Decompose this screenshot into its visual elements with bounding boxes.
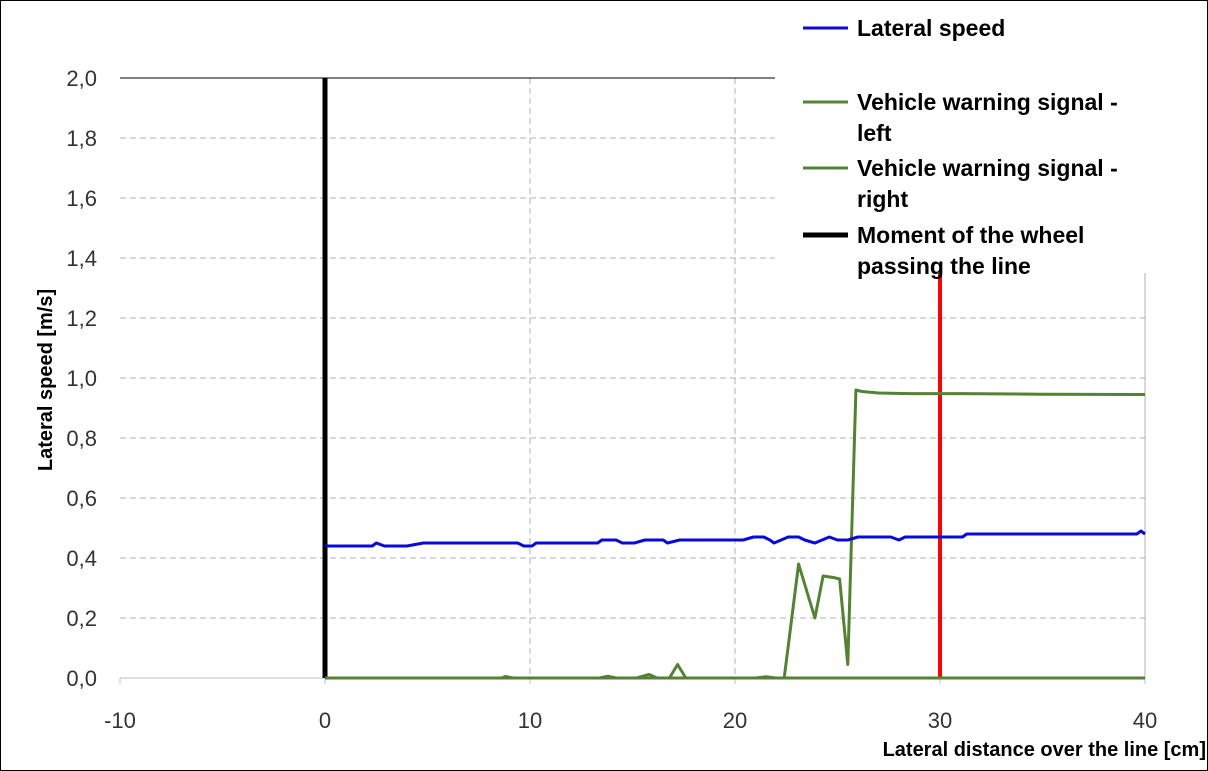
- legend-label: Lateral speed: [857, 15, 1005, 41]
- x-tick-label: 40: [1133, 708, 1157, 733]
- x-tick-label: 10: [518, 708, 542, 733]
- y-tick-label: 0,2: [66, 606, 97, 631]
- x-tick-label: 0: [319, 708, 331, 733]
- series-line-2: [325, 388, 1146, 680]
- x-axis-title: Lateral distance over the line [cm]: [883, 739, 1206, 761]
- y-tick-label: 1,2: [66, 306, 97, 331]
- series-line-1: [325, 529, 1146, 548]
- x-tick-label: 30: [928, 708, 952, 733]
- legend-label: Vehicle warning signal -: [857, 89, 1118, 115]
- tick-labels: 0,0 0,2 0,4 0,6 0,8 1,0 1,2 1,4 1,6 1,8 2,0 -10 0 10 2…: [66, 66, 1157, 733]
- y-tick-label: 0,8: [66, 426, 97, 451]
- legend-label: right: [857, 186, 908, 212]
- legend-label: passing the line: [857, 253, 1031, 279]
- y-tick-label: 2,0: [66, 66, 97, 91]
- legend-label: Vehicle warning signal -: [857, 155, 1118, 181]
- series-lines: [325, 388, 1146, 680]
- y-tick-label: 1,0: [66, 366, 97, 391]
- legend-background: [775, 5, 1205, 273]
- legend-label: Moment of the wheel: [857, 222, 1084, 248]
- y-tick-label: 1,4: [66, 246, 97, 271]
- y-tick-label: 1,6: [66, 186, 97, 211]
- y-tick-label: 0,4: [66, 546, 97, 571]
- legend: Lateral speed Vehicle warning signal - lef…: [803, 15, 1118, 279]
- y-axis-title: Lateral speed [m/s]: [35, 289, 57, 471]
- x-tick-label: -10: [104, 708, 136, 733]
- legend-label: left: [857, 120, 892, 146]
- x-tick-label: 20: [723, 708, 747, 733]
- y-tick-label: 0,6: [66, 486, 97, 511]
- y-tick-label: 1,8: [66, 126, 97, 151]
- y-tick-label: 0,0: [66, 666, 97, 691]
